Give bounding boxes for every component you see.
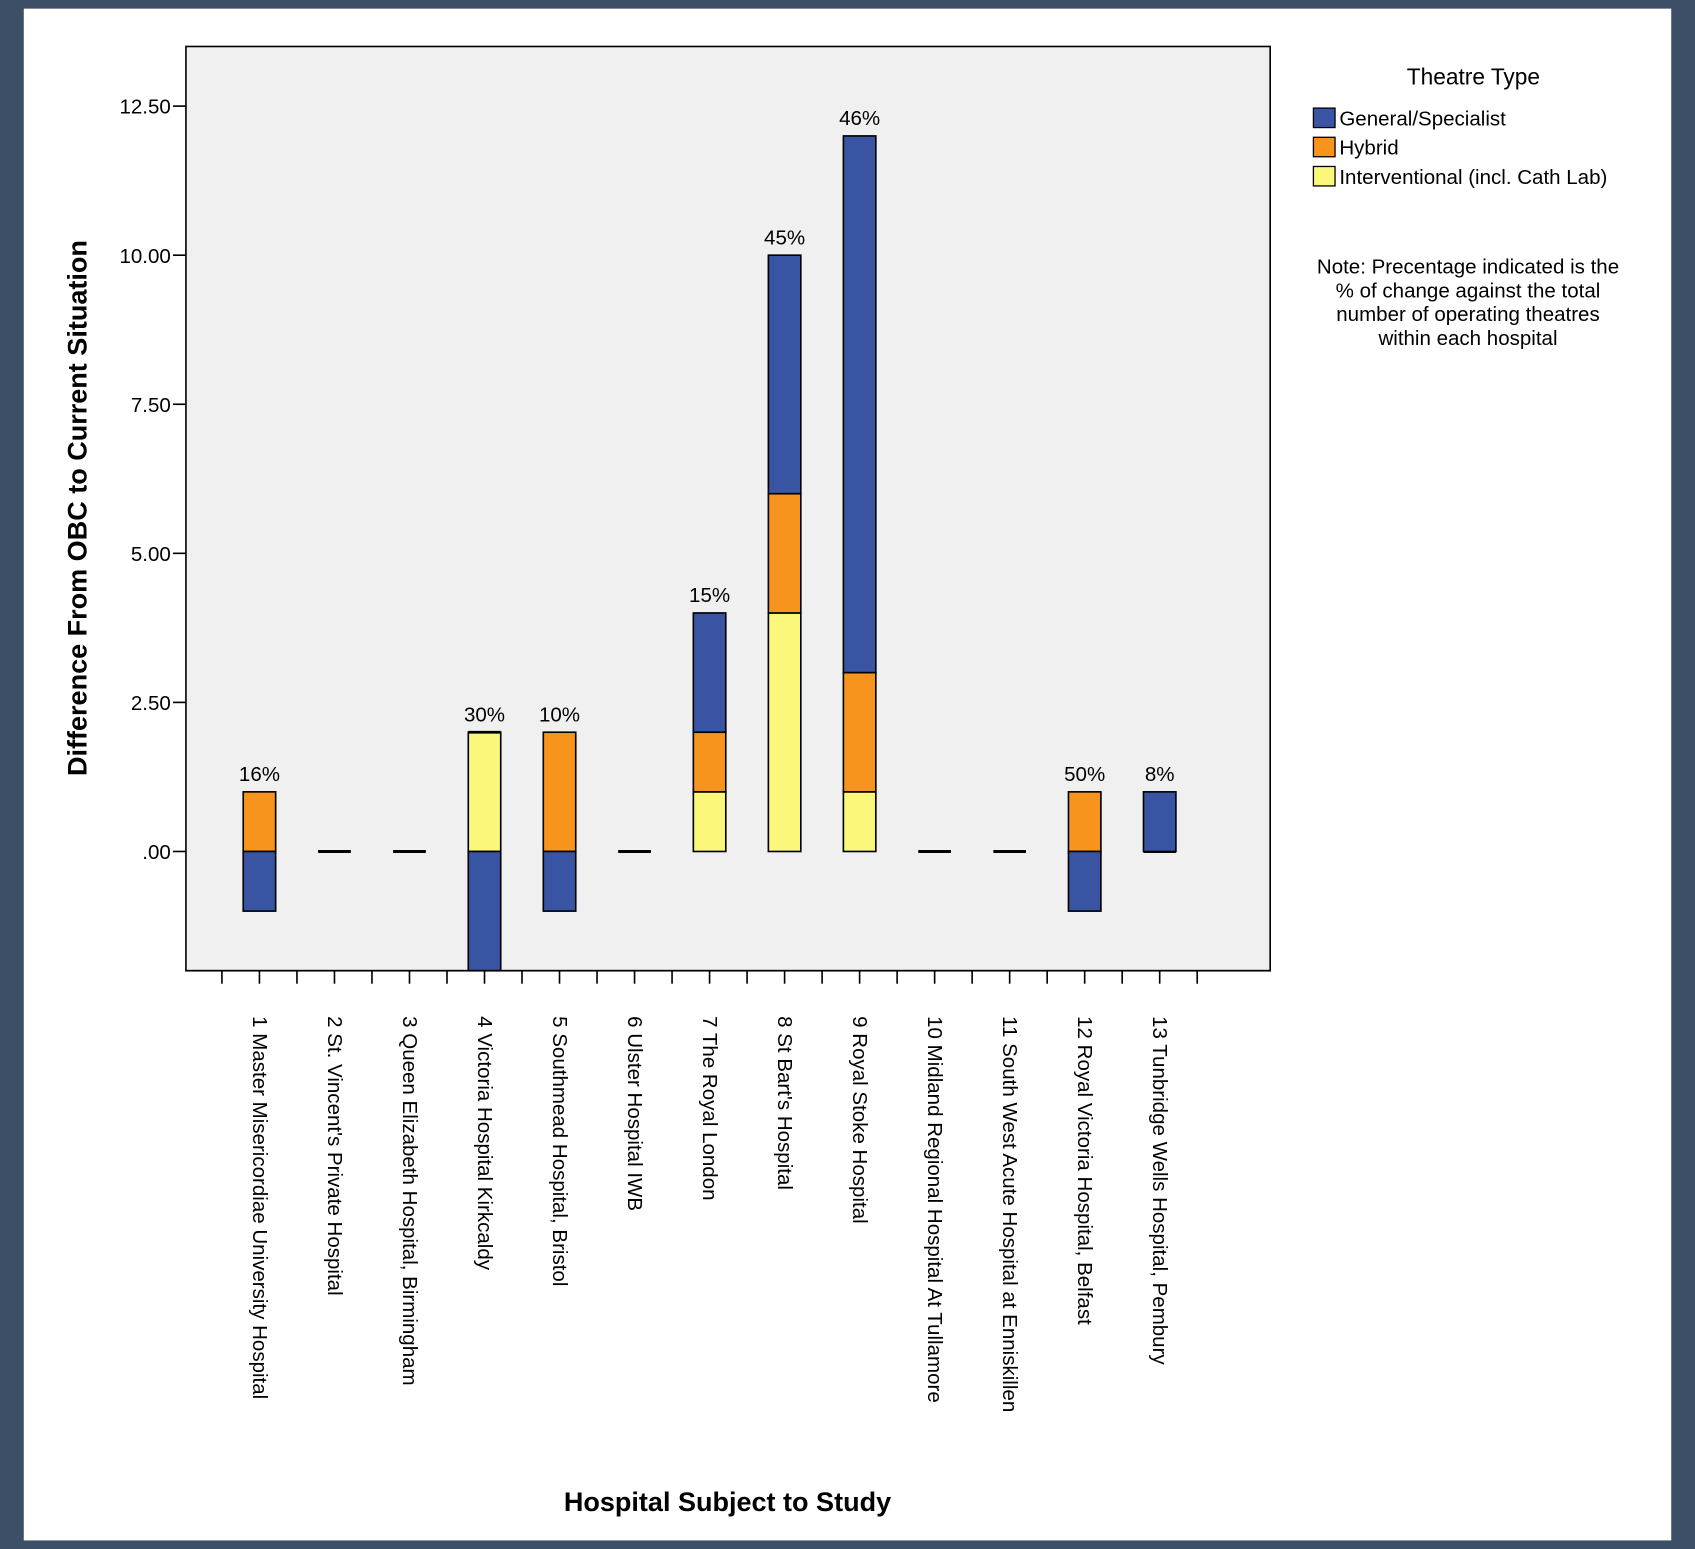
x-tick-label: 11 South West Acute Hospital at Enniskil… — [998, 1016, 1021, 1412]
note: Note: Precentage indicated is the — [1317, 255, 1619, 278]
bar-label: 8% — [1145, 763, 1175, 786]
y-tick-label: 12.50 — [119, 96, 170, 119]
x-tick-label: 2 St. Vincent's Private Hospital — [323, 1016, 346, 1295]
legend-label: Hybrid — [1339, 137, 1398, 160]
y-tick-label: 2.50 — [131, 692, 171, 715]
bar — [242, 850, 277, 912]
y-tick-label: 5.00 — [131, 543, 171, 566]
bar — [767, 254, 802, 495]
legend-swatch — [1312, 107, 1336, 129]
bar-label: 16% — [239, 763, 280, 786]
x-tick-label: 1 Master Misericordiae University Hospit… — [248, 1016, 271, 1399]
bar — [1067, 791, 1102, 853]
bar — [842, 135, 877, 674]
legend-label: General/Specialist — [1339, 107, 1506, 130]
bar — [692, 731, 727, 793]
y-tick-label: .00 — [142, 841, 171, 864]
bar-label: 46% — [839, 107, 880, 130]
y-tick-label: 10.00 — [119, 245, 170, 268]
note: within each hospital — [1377, 327, 1557, 350]
x-tick-label: 12 Royal Victoria Hospital, Belfast — [1073, 1016, 1096, 1325]
bar — [467, 731, 502, 853]
bar-label: 10% — [539, 703, 580, 726]
bar — [542, 850, 577, 912]
bar — [242, 791, 277, 853]
bar — [467, 850, 502, 972]
x-tick-label: 10 Midland Regional Hospital At Tullamor… — [923, 1016, 946, 1403]
note: % of change against the total — [1336, 279, 1601, 302]
bar-label: 15% — [689, 584, 730, 607]
y-axis-title: Difference From OBC to Current Situation — [62, 240, 92, 776]
legend-swatch — [1312, 136, 1336, 158]
bar — [1142, 791, 1177, 853]
y-tick-label: 7.50 — [131, 394, 171, 417]
bar — [842, 671, 877, 793]
x-tick-label: 6 Ulster Hospital IWB — [623, 1016, 646, 1211]
legend-label: Interventional (incl. Cath Lab) — [1339, 166, 1607, 189]
x-tick-label: 3 Queen Elizabeth Hospital, Birmingham — [398, 1016, 421, 1385]
bar-label: 50% — [1064, 763, 1105, 786]
x-tick-label: 9 Royal Stoke Hospital — [848, 1016, 871, 1224]
bar — [542, 731, 577, 853]
bar — [1067, 850, 1102, 912]
bar-label: 30% — [464, 703, 505, 726]
legend-swatch — [1312, 165, 1336, 187]
bar — [692, 612, 727, 734]
bar — [692, 791, 727, 853]
x-axis-title: Hospital Subject to Study — [564, 1487, 891, 1517]
bar — [767, 492, 802, 614]
x-tick-label: 13 Tunbridge Wells Hospital, Pembury — [1148, 1016, 1171, 1365]
bar — [842, 791, 877, 853]
x-tick-label: 8 St Bart's Hospital — [773, 1016, 796, 1190]
x-tick-label: 7 The Royal London — [698, 1016, 721, 1200]
bar-label: 45% — [764, 226, 805, 249]
legend-title: Theatre Type — [1407, 63, 1540, 89]
bar — [767, 612, 802, 853]
plot-area — [185, 45, 1271, 972]
x-tick-label: 5 Southmead Hospital, Bristol — [548, 1016, 571, 1286]
note: number of operating theatres — [1336, 303, 1599, 326]
x-tick-label: 4 Victoria Hospital Kirkcaldy — [473, 1016, 496, 1271]
